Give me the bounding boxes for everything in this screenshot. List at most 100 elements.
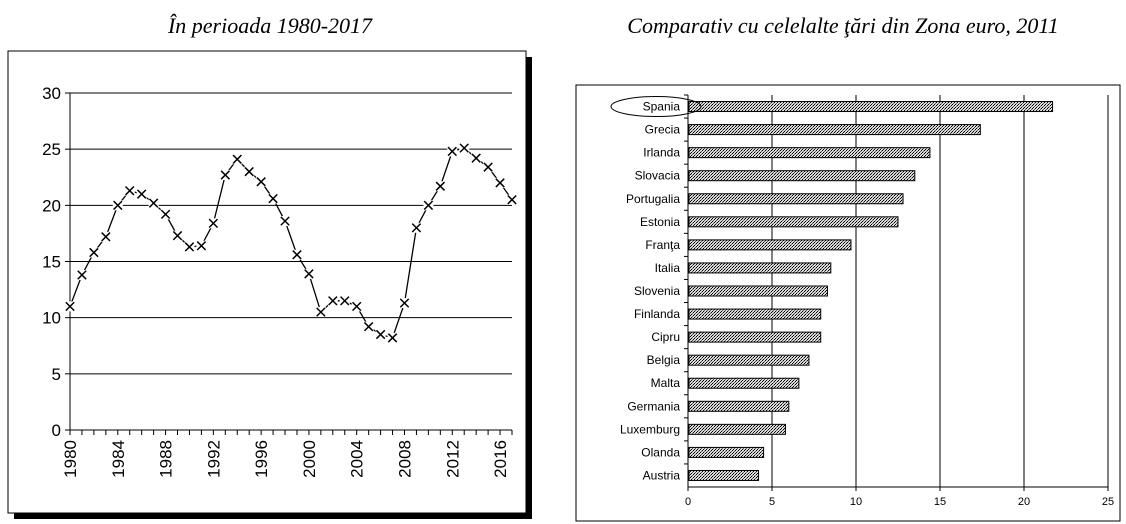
x-tick-label: 2012 — [443, 440, 462, 478]
point-marker-stroke — [471, 153, 481, 163]
point-marker-stroke — [387, 333, 398, 343]
point-marker-stroke — [77, 270, 87, 280]
bar — [688, 170, 916, 182]
category-label: Malta — [651, 376, 681, 390]
category-label: Grecia — [645, 123, 681, 137]
point-marker-stroke — [411, 223, 422, 233]
left-line-chart: 0 5 10 15 20 25 30 1980 1984 1988 1992 1996 2000 2004… — [42, 84, 517, 478]
data-point — [112, 200, 123, 211]
bar — [688, 285, 828, 297]
point-marker-stroke — [89, 247, 99, 258]
data-point — [411, 222, 422, 233]
x-tick-label: 1980 — [61, 440, 80, 478]
bar — [688, 446, 765, 458]
x-tick-label: 1984 — [109, 440, 128, 478]
right-chart-title: Comparativ cu celelalte ţări din Zona eu… — [627, 13, 1059, 38]
data-point — [100, 231, 111, 242]
point-marker-stroke — [316, 307, 326, 317]
x-tick-label: 5 — [769, 496, 775, 508]
data-point — [327, 295, 338, 306]
point-marker-stroke — [184, 242, 195, 252]
y-tick-label: 0 — [52, 421, 61, 440]
bar — [688, 331, 822, 343]
data-point — [375, 329, 386, 340]
point-marker-stroke — [435, 181, 446, 191]
bar — [688, 262, 832, 274]
x-tick-label: 2016 — [491, 440, 510, 478]
point-marker-stroke — [208, 218, 219, 229]
point-marker-stroke — [196, 241, 207, 251]
data-point — [232, 154, 243, 165]
data-point — [280, 216, 291, 227]
data-point — [507, 194, 517, 205]
bar — [688, 400, 790, 412]
data-point — [244, 166, 255, 177]
y-tick-label: 25 — [42, 140, 61, 159]
data-point — [447, 146, 458, 157]
point-marker-stroke — [399, 298, 410, 308]
bar — [688, 101, 1054, 113]
point-marker-stroke — [172, 230, 183, 241]
category-label: Luxemburg — [620, 422, 680, 436]
category-label: Cipru — [651, 330, 680, 344]
data-point — [124, 185, 135, 196]
point-marker-stroke — [495, 178, 505, 188]
data-point — [495, 177, 506, 188]
data-point — [196, 240, 207, 251]
bar — [688, 216, 899, 228]
y-tick-label: 15 — [42, 253, 61, 272]
bar — [688, 377, 800, 389]
x-tick-label: 1992 — [204, 440, 223, 478]
y-tick-label: 30 — [42, 84, 61, 103]
point-marker-stroke — [136, 189, 147, 199]
bar — [688, 469, 760, 481]
x-tick-label: 15 — [934, 496, 946, 508]
category-label: Irlanda — [643, 146, 680, 160]
bar — [688, 193, 904, 205]
data-point — [268, 193, 279, 204]
bar — [688, 147, 931, 159]
point-marker-stroke — [268, 193, 278, 204]
category-label: Spania — [643, 100, 681, 114]
x-tick-label: 20 — [1018, 496, 1030, 508]
point-marker-stroke — [124, 185, 135, 196]
category-label: Italia — [655, 261, 681, 275]
point-marker-stroke — [459, 143, 469, 153]
point-marker-stroke — [280, 216, 290, 226]
data-point — [65, 301, 75, 312]
right-bar-chart: 0 5 10 15 20 25 Spania Grecia Irlanda Slovacia Por… — [610, 94, 1114, 508]
x-tick-label: 10 — [850, 496, 862, 508]
point-marker-stroke — [160, 209, 171, 220]
point-marker-stroke — [328, 296, 338, 306]
y-tick-label: 20 — [42, 196, 61, 215]
x-tick-label: 2000 — [300, 440, 319, 478]
point-marker-stroke — [483, 162, 493, 172]
data-point — [483, 162, 494, 173]
left-chart-title: În perioada 1980-2017 — [167, 13, 373, 38]
data-point — [315, 307, 326, 318]
category-label: Finlanda — [634, 307, 680, 321]
point-marker-stroke — [113, 200, 123, 211]
data-point — [88, 247, 99, 258]
data-point — [160, 209, 171, 220]
bar — [688, 239, 852, 251]
data-point — [363, 321, 374, 332]
point-marker-stroke — [340, 296, 350, 306]
bar — [688, 124, 981, 136]
point-marker-stroke — [232, 154, 242, 165]
bar — [688, 308, 822, 320]
point-marker-stroke — [423, 200, 434, 211]
data-point — [76, 269, 87, 280]
data-point — [387, 332, 398, 343]
point-marker-stroke — [447, 146, 458, 157]
category-label: Slovenia — [634, 284, 680, 298]
bar — [688, 354, 810, 366]
x-tick-label: 2004 — [348, 440, 367, 478]
category-label: Estonia — [640, 215, 680, 229]
left-chart-frame — [7, 50, 527, 514]
data-point — [303, 268, 314, 279]
category-label: Olanda — [641, 445, 680, 459]
category-label: Portugalia — [626, 192, 680, 206]
point-marker-stroke — [363, 321, 374, 332]
